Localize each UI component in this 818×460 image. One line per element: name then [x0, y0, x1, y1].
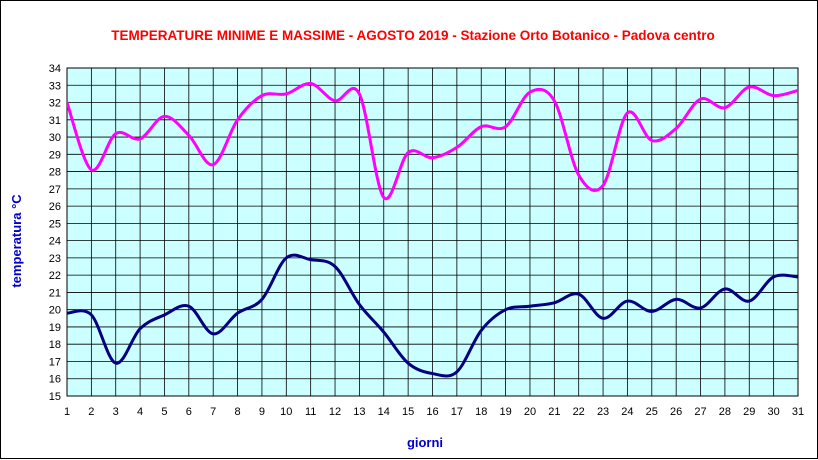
x-tick-label: 21	[548, 406, 560, 418]
x-tick-label: 7	[210, 406, 216, 418]
y-tick-label: 31	[49, 115, 61, 127]
x-tick-label: 31	[792, 406, 804, 418]
y-tick-label: 33	[49, 80, 61, 92]
y-tick-label: 18	[49, 339, 61, 351]
x-tick-label: 6	[186, 406, 192, 418]
y-tick-label: 22	[49, 270, 61, 282]
x-tick-label: 12	[329, 406, 341, 418]
x-tick-label: 25	[646, 406, 658, 418]
y-tick-label: 29	[49, 149, 61, 161]
y-tick-labels: 15 16 17 18 19 20 21 22 23 24 25 26 27 28 29 30 31 32 33 34	[49, 63, 61, 403]
series-line-min	[67, 253, 798, 378]
y-tick-label: 30	[49, 132, 61, 144]
chart-title: TEMPERATURE MINIME E MASSIME - AGOSTO 20…	[111, 28, 715, 43]
x-tick-label: 29	[743, 406, 755, 418]
x-tick-label: 8	[235, 406, 241, 418]
y-tick-label: 20	[49, 305, 61, 317]
x-tick-label: 4	[137, 406, 143, 418]
series-lines	[67, 82, 798, 378]
x-tick-label: 26	[670, 406, 682, 418]
x-tick-label: 18	[475, 406, 487, 418]
x-tick-label: 23	[597, 406, 609, 418]
x-tick-label: 3	[113, 406, 119, 418]
x-tick-label: 10	[280, 406, 292, 418]
y-tick-label: 34	[49, 63, 61, 75]
x-tick-label: 11	[305, 406, 316, 418]
x-tick-label: 14	[378, 406, 390, 418]
y-tick-label: 15	[49, 391, 61, 403]
y-tick-label: 23	[49, 253, 61, 265]
x-tick-labels: 1 2 3 4 5 6 7 8 9 10 11 12 13 14 15 16 17 18 19 20 21 22 23 24 2…	[64, 406, 804, 418]
y-tick-label: 27	[49, 184, 61, 196]
x-tick-label: 5	[161, 406, 167, 418]
y-tick-label: 17	[49, 356, 61, 368]
x-tick-label: 15	[402, 406, 414, 418]
y-tick-label: 32	[49, 98, 61, 110]
series-line-max	[67, 82, 798, 201]
x-tick-label: 24	[621, 406, 633, 418]
x-tick-label: 13	[353, 406, 365, 418]
x-tick-label: 28	[719, 406, 731, 418]
x-tick-label: 27	[694, 406, 706, 418]
x-tick-label: 1	[64, 406, 70, 418]
x-tick-label: 17	[451, 406, 463, 418]
y-tick-label: 21	[49, 287, 61, 299]
y-tick-label: 26	[49, 201, 61, 213]
x-tick-label: 22	[573, 406, 585, 418]
x-tick-label: 2	[88, 406, 94, 418]
x-tick-label: 16	[426, 406, 438, 418]
y-tick-label: 19	[49, 322, 61, 334]
y-axis-title: temperatura °C	[9, 194, 24, 288]
x-tick-label: 30	[768, 406, 780, 418]
x-axis-title: giorni	[407, 435, 443, 450]
x-tick-label: 9	[259, 406, 265, 418]
y-tick-label: 28	[49, 167, 61, 179]
y-tick-label: 16	[49, 374, 61, 386]
x-tick-label: 20	[524, 406, 536, 418]
y-tick-label: 24	[49, 236, 61, 248]
y-tick-label: 25	[49, 218, 61, 230]
x-tick-label: 19	[499, 406, 511, 418]
